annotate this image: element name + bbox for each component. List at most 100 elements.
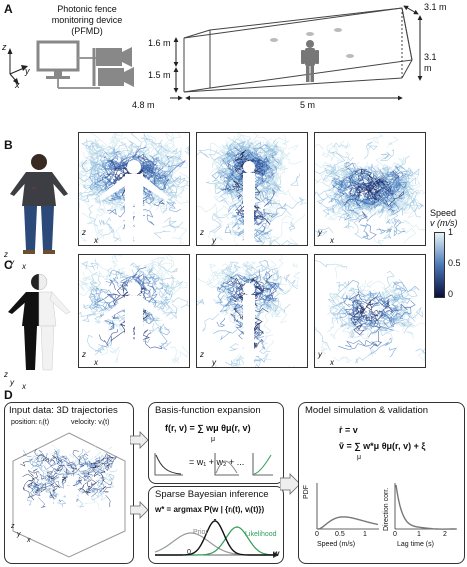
input-position: position: rᵢ(t) xyxy=(11,419,50,426)
input-velocity: velocity: vᵢ(t) xyxy=(71,419,110,426)
svg-text:~: ~ xyxy=(32,186,36,192)
basis-title: Basis-function expansion xyxy=(155,405,261,416)
plot2-tick-1: 1 xyxy=(417,531,421,538)
person-figure-c xyxy=(8,273,71,371)
enclosure-wireframe xyxy=(170,5,423,101)
panel-letter-b: B xyxy=(4,138,13,152)
view-c3-h: x xyxy=(330,358,334,367)
view-c3-v: y xyxy=(318,350,322,359)
pfmd-title-line3: (PFMD) xyxy=(71,26,103,36)
traj-c-yz xyxy=(196,254,308,368)
view-c1-h: x xyxy=(94,358,98,367)
flow-arrows-left xyxy=(130,431,149,519)
plot1-xlabel: Speed (m/s) xyxy=(317,541,356,548)
basis-sum-index: μ xyxy=(211,436,216,443)
pfmd-device-illustration xyxy=(36,40,134,89)
pfmd-title-line2: monitoring device xyxy=(51,15,123,25)
model-validation-box: Model simulation & validation ṙ = v ṽ = … xyxy=(298,402,465,564)
basis-function-curves xyxy=(154,453,273,476)
input-title: Input data: 3D trajectories xyxy=(9,405,118,416)
plot2-tick-0: 0 xyxy=(393,531,397,538)
sparse-prior-label: Prior xyxy=(193,529,208,536)
dim-height-lower: 1.5 m xyxy=(148,70,171,80)
axes-triad-a xyxy=(7,48,28,85)
plot2-tick-2: 2 xyxy=(443,531,447,538)
speed-pdf-plot xyxy=(316,483,379,530)
axis-label-y-a: y xyxy=(25,66,30,76)
input-axis-x: x xyxy=(27,537,31,544)
view-b3-v: y xyxy=(318,228,322,237)
basis-expansion-box: Basis-function expansion f(r, v) = ∑ wμ … xyxy=(148,402,284,484)
model-equation-1: ṙ = v xyxy=(339,425,358,435)
sparse-axis-label: w xyxy=(273,549,280,558)
input-trajectory-hexagon xyxy=(12,432,126,558)
person-c-axis-z: z xyxy=(4,370,8,379)
plot2-xlabel: Lag time (s) xyxy=(397,541,434,548)
sparse-title: Sparse Bayesian inference xyxy=(155,489,269,500)
plot1-ylabel: PDF xyxy=(303,485,310,499)
axis-label-x-a: x xyxy=(15,80,20,90)
bayes-curves xyxy=(154,519,279,558)
colorbar-gradient xyxy=(434,232,445,298)
view-c2-v: z xyxy=(200,350,204,359)
sparse-likelihood-label: Likelihood xyxy=(245,531,277,538)
dim-height-right: 3.1 m xyxy=(424,52,437,74)
camera-icon-lower xyxy=(98,67,134,87)
dim-height-upper: 1.6 m xyxy=(148,38,171,48)
person-c-axis-y: y xyxy=(10,378,14,387)
plot1-tick-05: 0.5 xyxy=(335,531,345,538)
person-b-axis-z: z xyxy=(4,250,8,259)
person-silhouette xyxy=(301,40,319,82)
pfmd-title-line1: Photonic fence xyxy=(57,4,117,14)
camera-icon-upper xyxy=(96,47,132,67)
person-c-axis-x: x xyxy=(22,382,26,391)
model-equation-2: ṽ = ∑ w*μ θμ(r, v) + ξ xyxy=(339,441,426,451)
traj-c-xy xyxy=(314,254,426,368)
dim-depth: 4.8 m xyxy=(132,100,155,110)
flow-arrow-right xyxy=(280,473,301,495)
panel-letter-d: D xyxy=(4,388,13,402)
sparse-equation: w* = argmax P(w | {rᵢ(t), vᵢ(t)}) xyxy=(155,505,265,514)
hex-person-silhouette xyxy=(53,476,89,534)
traj-b-xy xyxy=(314,132,426,246)
plot1-tick-0: 0 xyxy=(315,531,319,538)
view-b1-h: x xyxy=(94,236,98,245)
colorbar-title: Speed xyxy=(430,208,457,218)
input-data-box: Input data: 3D trajectories position: rᵢ… xyxy=(4,402,134,564)
view-c2-h: y xyxy=(212,358,216,367)
plot1-tick-1: 1 xyxy=(363,531,367,538)
colorbar-unit: v (m/s) xyxy=(430,218,458,228)
sparse-zero-label: 0 xyxy=(187,549,191,556)
colorbar-tick-1: 1 xyxy=(448,227,454,237)
colorbar-tick-0: 0 xyxy=(448,289,454,299)
basis-equation: f(r, v) = ∑ wμ θμ(r, v) xyxy=(165,423,251,433)
sparse-bayes-box: Sparse Bayesian inference w* = argmax P(… xyxy=(148,486,284,564)
model-sum-index: μ xyxy=(357,454,362,461)
view-b2-h: y xyxy=(212,236,216,245)
axis-label-z-a: z xyxy=(2,42,7,52)
colorbar-tick-05: 0.5 xyxy=(448,258,461,268)
person-figure-b: ~ xyxy=(10,154,68,254)
panel-letter-a: A xyxy=(4,2,13,16)
dim-width-top: 3.1 m xyxy=(424,2,447,12)
model-title: Model simulation & validation xyxy=(305,405,429,416)
view-b2-v: z xyxy=(200,228,204,237)
view-b1-v: z xyxy=(82,228,86,237)
dim-height-right-line2: m xyxy=(424,63,432,73)
dim-length: 5 m xyxy=(300,100,316,110)
person-b-axis-y: y xyxy=(10,258,14,267)
panel-letter-c: C xyxy=(4,258,13,272)
view-c1-v: z xyxy=(82,350,86,359)
traj-b-xz xyxy=(78,132,190,246)
view-b3-h: x xyxy=(330,236,334,245)
monitor-icon xyxy=(36,40,80,79)
traj-c-xz xyxy=(78,254,190,368)
input-axis-z: z xyxy=(11,523,15,530)
person-b-axis-x: x xyxy=(22,262,26,271)
dim-height-right-line1: 3.1 xyxy=(424,52,437,62)
traj-b-yz xyxy=(196,132,308,246)
input-axis-y: y xyxy=(17,531,21,538)
pfmd-title: Photonic fence monitoring device (PFMD) xyxy=(22,4,152,37)
mosquito-marks xyxy=(270,28,354,58)
plot2-ylabel: Direction corr. xyxy=(383,487,390,531)
